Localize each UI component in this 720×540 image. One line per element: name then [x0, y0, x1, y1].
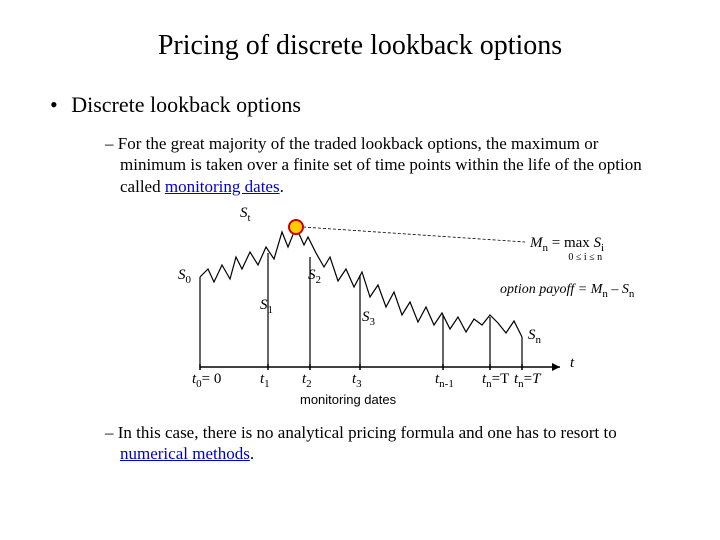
formula-Mn: Mn = max Si 0 ≤ i ≤ n	[530, 235, 604, 263]
lookback-chart: St Mn = max Si 0 ≤ i ≤ n option payoff =…	[170, 207, 650, 407]
caption-monitoring-dates: monitoring dates	[300, 392, 396, 407]
label-S: S0	[178, 267, 191, 286]
tick-label: t1	[260, 371, 270, 390]
label-St: St	[240, 205, 251, 224]
bullet-text-post: .	[280, 177, 284, 196]
tick-label: t3	[352, 371, 362, 390]
tick-label: tn=T	[514, 371, 540, 390]
tick-label: tn-1	[435, 371, 454, 390]
link-numerical-methods: numerical methods	[120, 444, 250, 463]
tick-label: t2	[302, 371, 312, 390]
label-t-axis: t	[570, 355, 574, 372]
label-S: S1	[260, 297, 273, 316]
bullet-level2-b: In this case, there is no analytical pri…	[120, 422, 660, 465]
bullet-text-post: .	[250, 444, 254, 463]
label-S: S2	[308, 267, 321, 286]
label-S: S3	[362, 309, 375, 328]
bullet-level1: Discrete lookback options	[70, 92, 670, 118]
bullet-level2-a: For the great majority of the traded loo…	[120, 133, 660, 197]
link-monitoring-dates: monitoring dates	[165, 177, 280, 196]
label-S: Sn	[528, 327, 541, 346]
bullet-text: In this case, there is no analytical pri…	[118, 423, 617, 442]
slide-title: Pricing of discrete lookback options	[50, 30, 670, 62]
tick-label: tn=T	[482, 371, 509, 390]
tick-label: t0= 0	[192, 371, 221, 390]
formula-payoff: option payoff = Mn – Sn	[500, 282, 634, 300]
